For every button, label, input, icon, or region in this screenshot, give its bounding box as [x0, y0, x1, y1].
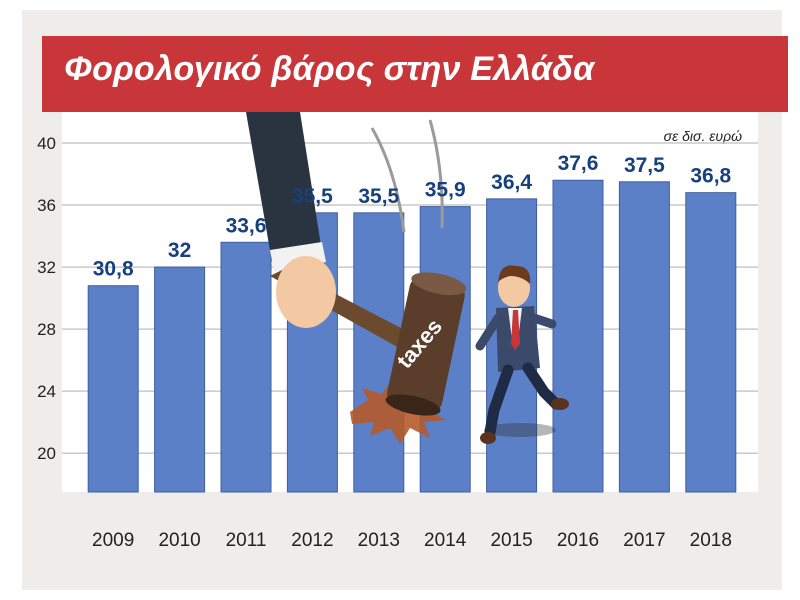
man-hair [498, 265, 531, 284]
x-tick-label-2015: 2015 [490, 530, 532, 551]
x-tick-label-2013: 2013 [358, 530, 400, 551]
bar-2017 [618, 181, 670, 493]
data-label-2014: 35,9 [425, 179, 466, 202]
data-labels: 30,8 32 33,6 35,5 35,5 35,9 36,4 37,6 37,5 36,8 [93, 152, 732, 280]
x-tick-label-2016: 2016 [557, 530, 599, 551]
data-label-2016: 37,6 [558, 152, 599, 175]
man-leg-right [522, 362, 562, 410]
hammer-head [387, 277, 465, 411]
data-label-2018: 36,8 [690, 165, 731, 188]
data-label-2013: 35,5 [358, 185, 399, 208]
bar-2010 [154, 266, 206, 493]
man-tie [511, 310, 520, 350]
motion-line-2 [428, 119, 444, 229]
x-tick-label-2018: 2018 [690, 530, 732, 551]
x-tick-label-2017: 2017 [623, 530, 665, 551]
tax-hammer-illustration: taxes [246, 112, 569, 444]
y-tick-label: 32 [37, 258, 56, 277]
man-arm-left [475, 313, 503, 351]
man-shadow [484, 423, 556, 437]
splash-shape [350, 380, 446, 444]
data-label-2012: 35,5 [292, 185, 333, 208]
data-label-2011: 33,6 [226, 214, 267, 237]
hammer-top [411, 272, 467, 296]
man-shoe-left [480, 432, 496, 444]
y-tick-label: 28 [37, 320, 56, 339]
x-tick-label-2010: 2010 [158, 530, 200, 551]
y-axis-ticks: 20 24 28 32 36 40 [37, 134, 56, 463]
x-axis-ticks: 2009 2010 2011 2012 2013 2014 2015 2016 2017 2018 [92, 530, 732, 551]
bar-2009 [87, 285, 139, 493]
chart-title: Φορολογικό βάρος στην Ελλάδα [64, 50, 595, 88]
x-tick-label-2014: 2014 [424, 530, 467, 551]
x-tick-label-2009: 2009 [92, 530, 134, 551]
fist [276, 256, 336, 328]
y-tick-label: 24 [37, 382, 56, 401]
unit-label: σε δισ. ευρώ [663, 128, 742, 144]
title-banner [42, 36, 788, 112]
man-leg-left [484, 364, 514, 438]
y-tick-label: 36 [37, 196, 56, 215]
x-tick-label-2012: 2012 [291, 530, 333, 551]
man-head [498, 269, 530, 307]
arm-sleeve [246, 112, 322, 262]
man-shoe-right [551, 398, 569, 410]
bar-2016 [552, 179, 604, 493]
hammer-bottom [385, 394, 441, 416]
man-arm-right [529, 313, 557, 329]
bar-2018 [685, 192, 737, 493]
data-label-2010: 32 [168, 239, 191, 262]
data-label-2009: 30,8 [93, 258, 134, 281]
y-tick-label: 40 [37, 134, 56, 153]
motion-line-1 [370, 127, 406, 233]
data-label-2015: 36,4 [491, 171, 532, 194]
x-tick-label-2011: 2011 [226, 530, 267, 551]
bar-2011 [220, 241, 272, 493]
y-tick-label: 20 [37, 444, 56, 463]
bars [87, 179, 737, 493]
data-label-2017: 37,5 [624, 154, 665, 177]
bar-2013 [353, 212, 405, 493]
